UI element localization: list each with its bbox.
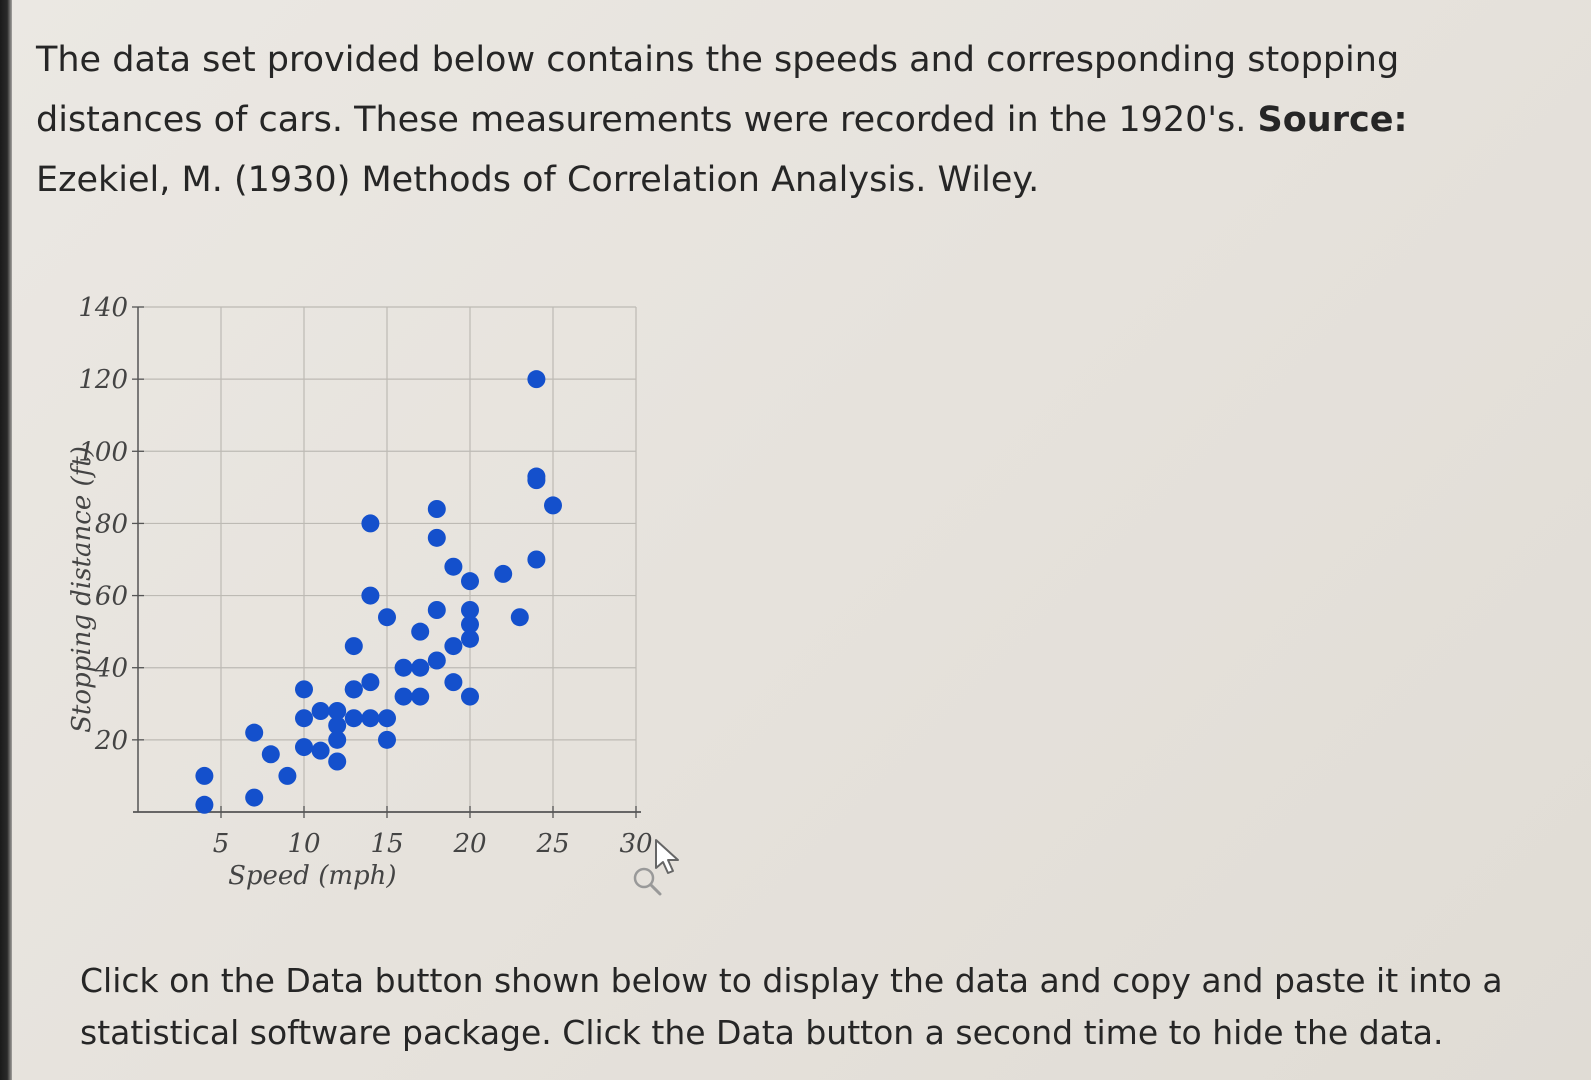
data-point [328,752,347,771]
data-point [544,496,562,515]
instruction-text: Click on the Data button shown below to … [80,961,1503,1052]
tick-labels: 20 40 60 80 100 120 140 5 10 15 20 25 30 [78,293,652,859]
data-point [295,680,313,699]
data-point [427,601,446,619]
y-tick-label: 120 [78,365,128,395]
scatter-plot-svg: 20 40 60 80 100 120 140 5 10 15 20 25 30 Speed (mph)… [67,293,653,891]
data-point [494,564,513,583]
screen-edge-shadow [0,0,12,1080]
data-point [328,730,347,749]
data-point [461,629,479,648]
data-point [378,608,396,627]
data-point [278,766,297,785]
data-point [461,687,479,706]
data-point [361,709,380,728]
x-axis-label: Speed (mph) [228,861,396,891]
magnifier-icon[interactable] [630,864,666,904]
y-axis-label: Stopping distance (ft) [67,446,97,733]
y-tick-label: 80 [95,509,128,539]
data-point [527,370,546,389]
data-point [444,637,463,656]
data-point [344,709,363,728]
data-point [328,702,347,720]
data-point [245,723,264,742]
data-point [411,622,430,641]
data-point [527,467,546,486]
data-point [427,500,446,518]
y-tick-label: 20 [94,726,128,756]
data-point [261,745,280,764]
data-point [295,738,313,757]
axes [132,306,641,818]
data-point [361,514,380,533]
data-point [394,687,413,706]
data-point [245,788,264,807]
data-point [344,680,363,699]
data-point [461,615,479,634]
data-point [427,528,446,547]
data-point [378,730,396,749]
data-point [527,550,546,569]
y-tick-label: 40 [94,654,128,684]
x-tick-label: 10 [287,829,320,859]
data-point [510,608,529,627]
data-point [411,658,430,677]
pointer-cursor-icon [652,838,686,882]
y-tick-label: 100 [78,437,128,467]
data-point [461,572,479,591]
data-points [195,370,562,814]
data-point [461,601,479,619]
y-tick-label: 60 [95,582,128,612]
data-point [344,637,363,656]
data-point [378,709,396,728]
data-point [444,673,463,692]
data-point [328,716,347,735]
data-point [195,795,214,814]
x-tick-label: 30 [619,829,652,859]
gridlines [138,306,637,812]
data-point [295,709,313,728]
data-point [394,658,413,677]
data-point [195,766,214,785]
x-tick-label: 15 [370,829,403,859]
source-label: Source: [1257,100,1408,140]
data-point [411,687,430,706]
intro-text: The data set provided below contains the… [36,40,1400,140]
y-tick-label: 140 [78,293,128,323]
data-point [444,557,463,576]
data-point [311,702,330,720]
source-text: Ezekiel, M. (1930) Methods of Correlatio… [36,160,1040,200]
x-tick-label: 20 [452,829,486,859]
data-point [427,651,446,670]
intro-paragraph: The data set provided below contains the… [36,30,1536,210]
scatter-chart: 20 40 60 80 100 120 140 5 10 15 20 25 30 Speed (mph)… [60,270,700,910]
data-point [311,741,330,760]
x-tick-label: 5 [213,829,230,859]
x-tick-label: 25 [535,829,569,859]
data-point [361,586,380,605]
data-point [361,673,380,692]
